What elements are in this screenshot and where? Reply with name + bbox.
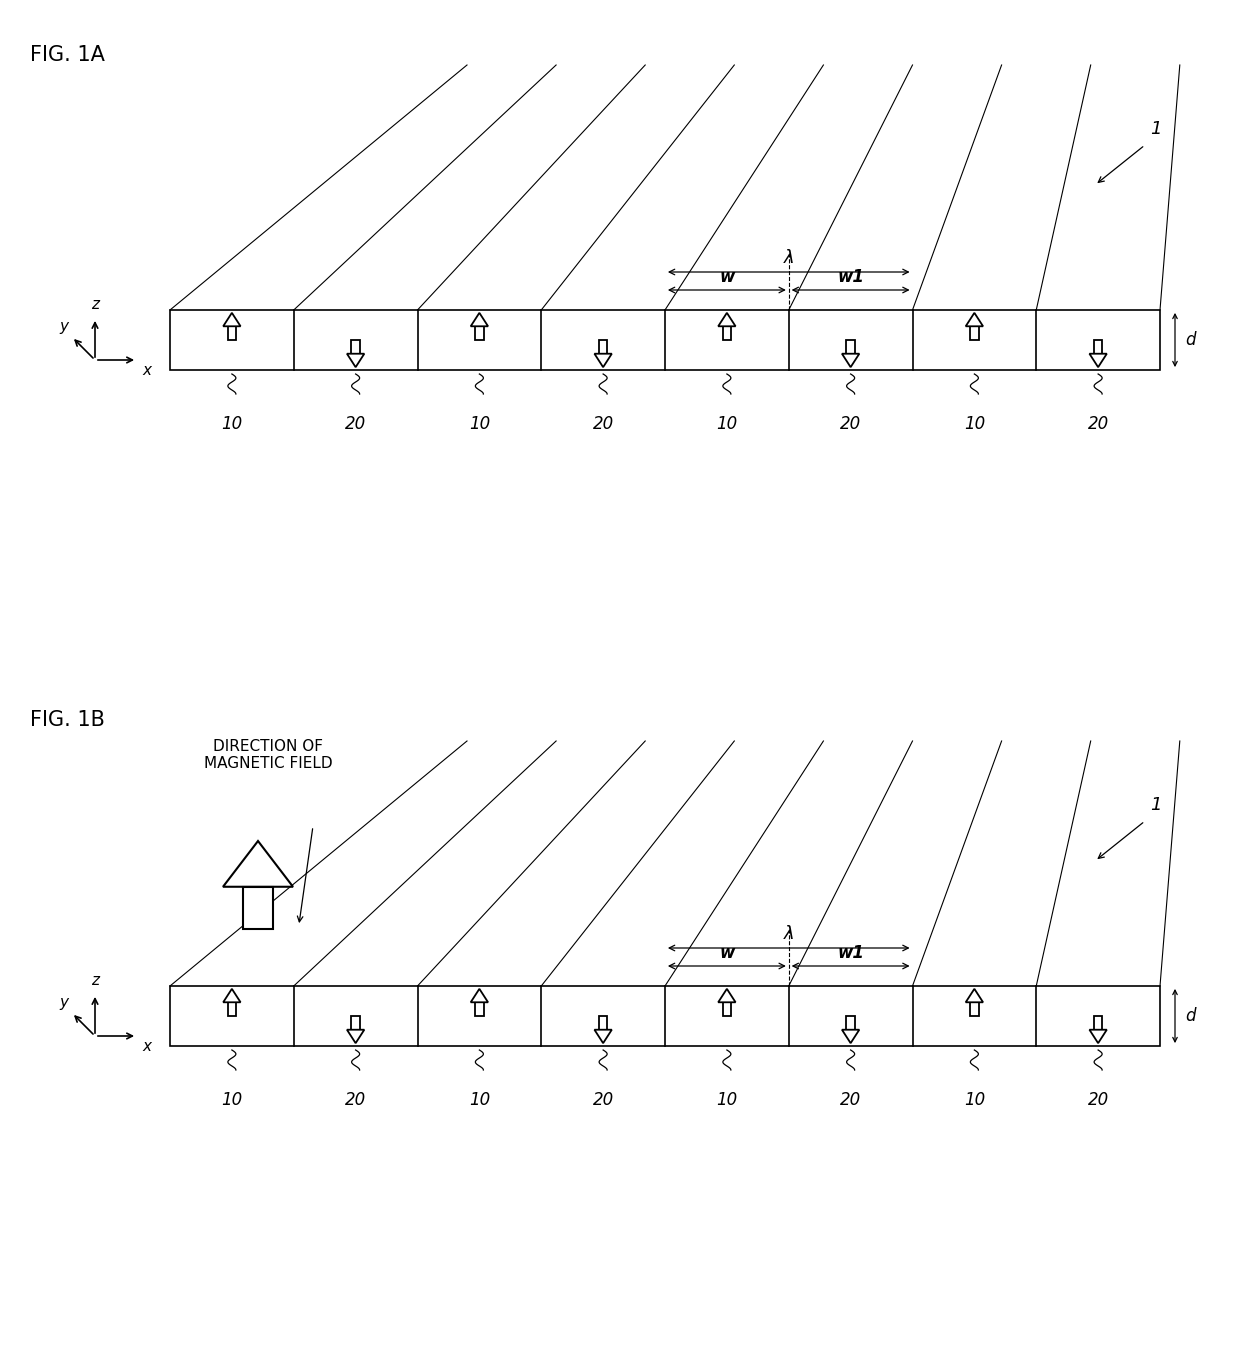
Bar	[170, 310, 1159, 370]
Text: 1: 1	[1149, 120, 1162, 138]
Text: 20: 20	[345, 1091, 366, 1109]
Text: 20: 20	[593, 415, 614, 433]
Polygon shape	[966, 988, 983, 1002]
Polygon shape	[842, 1030, 859, 1044]
Polygon shape	[347, 354, 365, 368]
Text: d: d	[1185, 331, 1195, 349]
Bar	[351, 1015, 360, 1030]
Polygon shape	[223, 312, 241, 326]
Bar	[228, 326, 236, 341]
Polygon shape	[1090, 354, 1107, 368]
Text: z: z	[91, 973, 99, 988]
Polygon shape	[594, 354, 611, 368]
Text: 20: 20	[839, 1091, 862, 1109]
Bar	[243, 887, 273, 929]
Text: 10: 10	[963, 415, 985, 433]
Text: x: x	[143, 1038, 151, 1055]
Polygon shape	[471, 988, 489, 1002]
Text: λ: λ	[784, 925, 794, 942]
Bar	[847, 339, 854, 354]
Text: 10: 10	[963, 1091, 985, 1109]
Text: w: w	[719, 944, 734, 963]
Text: z: z	[91, 297, 99, 312]
Polygon shape	[594, 1030, 611, 1044]
Text: 10: 10	[717, 1091, 738, 1109]
Polygon shape	[718, 988, 735, 1002]
Bar	[351, 339, 360, 354]
Text: 20: 20	[839, 415, 862, 433]
Bar	[475, 1002, 484, 1017]
Polygon shape	[1090, 1030, 1107, 1044]
Bar	[599, 339, 608, 354]
Bar	[228, 1002, 236, 1017]
Polygon shape	[223, 841, 293, 887]
Text: 10: 10	[717, 415, 738, 433]
Bar	[970, 1002, 978, 1017]
Polygon shape	[223, 988, 241, 1002]
Bar	[170, 986, 1159, 1046]
Text: 20: 20	[593, 1091, 614, 1109]
Bar	[599, 1015, 608, 1030]
Text: FIG. 1A: FIG. 1A	[30, 45, 105, 65]
Text: w1: w1	[837, 268, 864, 287]
Text: x: x	[143, 362, 151, 379]
Text: 10: 10	[469, 415, 490, 433]
Bar	[723, 326, 732, 341]
Text: 10: 10	[469, 1091, 490, 1109]
Text: y: y	[60, 995, 68, 1010]
Text: 20: 20	[345, 415, 366, 433]
Text: w1: w1	[837, 944, 864, 963]
Bar	[970, 326, 978, 341]
Text: 10: 10	[221, 1091, 243, 1109]
Bar	[475, 326, 484, 341]
Text: 1: 1	[1149, 796, 1162, 814]
Bar	[1094, 339, 1102, 354]
Text: λ: λ	[784, 249, 794, 266]
Text: d: d	[1185, 1007, 1195, 1025]
Text: 20: 20	[1087, 415, 1109, 433]
Bar	[723, 1002, 732, 1017]
Text: FIG. 1B: FIG. 1B	[30, 710, 105, 730]
Polygon shape	[347, 1030, 365, 1044]
Text: 10: 10	[221, 415, 243, 433]
Polygon shape	[966, 312, 983, 326]
Text: 20: 20	[1087, 1091, 1109, 1109]
Polygon shape	[718, 312, 735, 326]
Bar	[847, 1015, 854, 1030]
Polygon shape	[471, 312, 489, 326]
Bar	[1094, 1015, 1102, 1030]
Text: DIRECTION OF
MAGNETIC FIELD: DIRECTION OF MAGNETIC FIELD	[203, 738, 332, 771]
Text: y: y	[60, 319, 68, 334]
Polygon shape	[842, 354, 859, 368]
Text: w: w	[719, 268, 734, 287]
